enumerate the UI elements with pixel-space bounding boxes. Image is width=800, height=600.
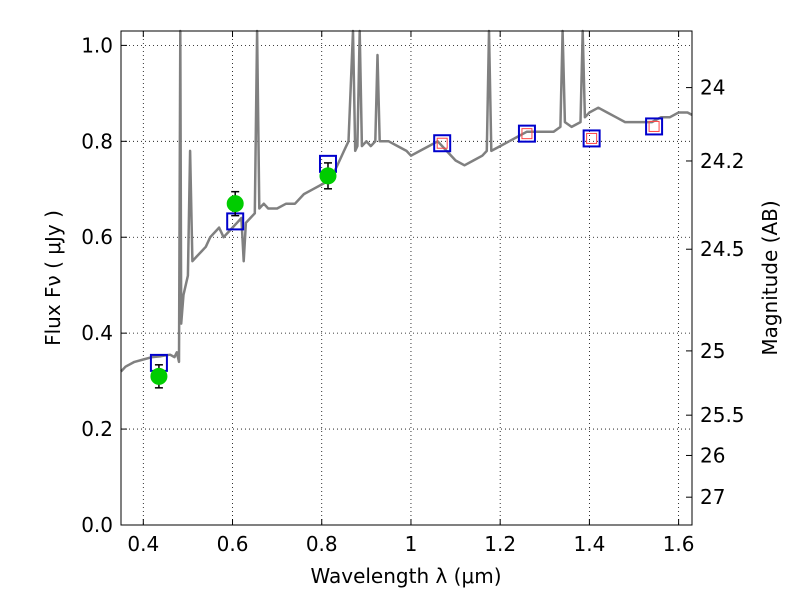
magnitude-tick-label: 24 [700, 76, 725, 100]
x-tick-label: 0.4 [127, 532, 159, 556]
x-axis-title: Wavelength λ (μm) [310, 564, 501, 588]
y-tick-label: 0.0 [81, 513, 113, 537]
x-tick-label: 0.6 [217, 532, 249, 556]
observed-photometry-point [319, 167, 337, 185]
x-tick-label: 1.6 [663, 532, 695, 556]
magnitude-tick-label: 27 [700, 485, 725, 509]
x-tick-label: 1 [405, 532, 418, 556]
x-tick-label: 1.2 [484, 532, 516, 556]
magnitude-tick-label: 24.2 [700, 149, 745, 173]
y-tick-label: 0.4 [81, 321, 113, 345]
model-photometry-marker [517, 124, 536, 143]
magnitude-tick-label: 26 [700, 443, 725, 467]
spectrum-layer [120, 29, 693, 373]
spectrum-line [120, 29, 693, 373]
magnitude-tick-label: 25.5 [700, 403, 745, 427]
y-tick-label: 0.6 [81, 225, 113, 249]
y-tick-label: 1.0 [81, 33, 113, 57]
y2-axis-title: Magnitude (AB) [758, 200, 782, 355]
marker-layer [149, 117, 664, 389]
x-tick-label: 0.8 [306, 532, 338, 556]
observed-photometry-point [150, 367, 168, 385]
observed-photometry-point [226, 195, 244, 213]
model-photometry-marker [582, 129, 601, 148]
upper-limit-marker [648, 120, 660, 132]
upper-limit-marker [586, 132, 598, 144]
model-photometry-marker [645, 117, 664, 136]
y-axis-title: Flux Fν ( μJy ) [41, 210, 65, 346]
upper-limit-marker [436, 137, 448, 149]
model-photometry-marker [433, 134, 452, 153]
tick-layer: 0.4 0.6 0.8 1 1.2 1.4 1.6 0.0 0.2 0.4 0.6 0.8 1.0 24 2… [81, 31, 745, 556]
upper-limit-marker [521, 128, 533, 140]
x-tick-label: 1.4 [573, 532, 605, 556]
magnitude-tick-label: 25 [700, 339, 725, 363]
grid-layer [121, 31, 692, 526]
y-tick-label: 0.2 [81, 417, 113, 441]
y-tick-label: 0.8 [81, 129, 113, 153]
plot-frame [120, 30, 693, 526]
magnitude-tick-label: 24.5 [700, 237, 745, 261]
